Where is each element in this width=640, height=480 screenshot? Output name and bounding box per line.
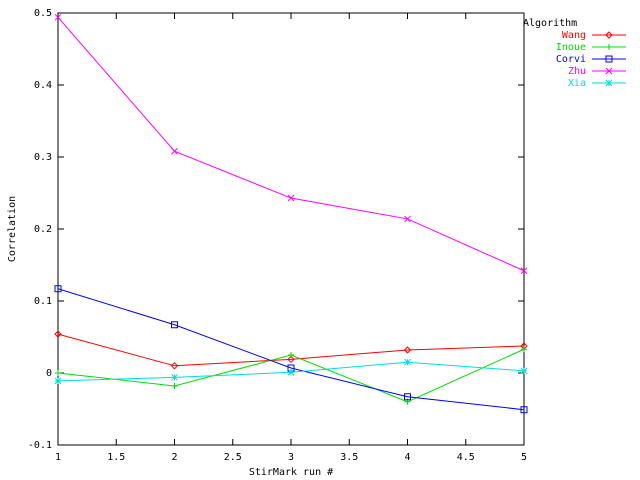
legend-label: Wang [562,30,586,41]
x-tick-label: 2.5 [224,452,242,463]
legend-label: Corvi [556,54,586,65]
data-point [521,346,527,353]
y-tick-label: 0.3 [34,152,52,163]
y-tick-label: -0.1 [28,440,52,451]
data-point [55,370,61,376]
y-tick-label: 0 [46,368,52,379]
plot-frame [57,12,525,446]
y-axis-label: Correlation [7,196,18,262]
data-point [404,215,411,223]
data-point [171,321,178,329]
data-point [520,406,528,414]
legend-marker [605,55,613,63]
x-tick-label: 4.5 [457,452,475,463]
data-point [288,352,294,358]
x-tick-label: 2 [171,452,177,463]
x-tick-label: 5 [521,452,527,463]
data-point [404,393,411,401]
legend-label: Xia [568,78,586,89]
data-point [287,355,295,364]
x-tick-label: 1.5 [107,452,125,463]
series-line [57,333,525,367]
y-tick-label: 0.2 [34,224,52,235]
x-axis-label: StirMark run # [249,467,333,478]
data-point [171,373,178,381]
legend-marker [605,67,613,75]
data-point [170,362,179,370]
series-line [57,16,525,272]
data-point [171,147,178,155]
data-point [171,382,178,389]
legend-marker [605,79,613,87]
data-point [520,367,528,375]
legend-label: Zhu [568,66,586,77]
data-point [54,285,62,293]
y-tick-label: 0.5 [34,8,52,19]
data-point [287,364,295,372]
y-tick-label: 0.4 [34,80,52,91]
legend-title: Algorithm [523,18,577,29]
data-point [403,346,412,354]
data-point [54,330,62,338]
x-tick-label: 4 [404,452,410,463]
legend-marker [606,44,612,50]
legend-label: Inoue [556,42,586,53]
data-point [54,13,62,21]
data-point [54,377,62,385]
data-point [404,358,411,366]
data-point [520,267,528,275]
data-point [287,194,295,202]
y-tick-label: 0.1 [34,296,52,307]
data-point [287,368,295,376]
series-line [57,288,525,411]
x-tick-label: 3 [288,452,294,463]
x-tick-label: 1 [55,452,61,463]
legend-marker [605,31,613,39]
x-tick-label: 3.5 [340,452,358,463]
